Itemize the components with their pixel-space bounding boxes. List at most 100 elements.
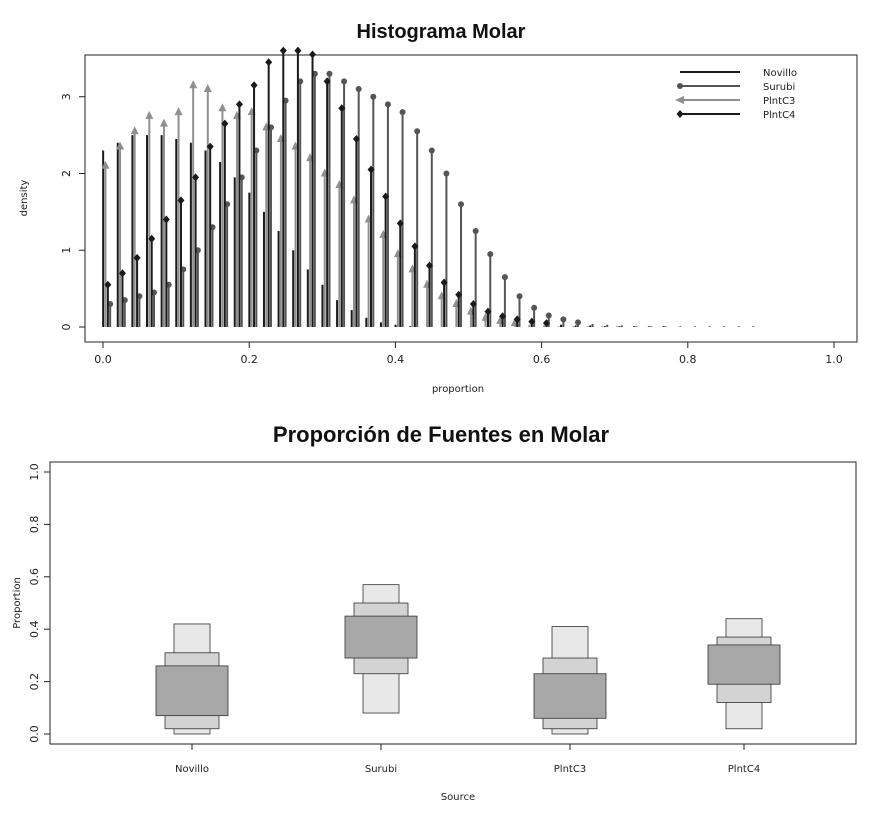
legend-label: Surubi	[763, 82, 795, 93]
plntc4-marker	[221, 119, 229, 128]
plntc3-marker	[145, 110, 154, 119]
histogram-y-axis: 0 1 2 3	[60, 93, 86, 331]
plntc4-marker	[396, 219, 404, 228]
y-tick-label: 3	[60, 93, 73, 100]
plntc3-marker	[116, 141, 125, 150]
y-tick-label: 2	[60, 170, 73, 177]
legend-item-novillo: Novillo	[680, 68, 797, 79]
histogram-title: Histograma Molar	[357, 21, 526, 43]
boxplot-title: Proporción de Fuentes en Molar	[273, 422, 610, 447]
surubi-marker	[399, 109, 406, 116]
y-tick-label: 0.6	[28, 568, 41, 586]
surubi-marker	[472, 228, 479, 235]
y-tick-label: 0	[60, 324, 73, 331]
y-tick-label: 0.4	[28, 620, 41, 638]
surubi-marker	[428, 147, 435, 154]
boxplot-x-axis: Novillo Surubi PlntC3 PlntC4	[175, 743, 760, 775]
plntc4-marker	[528, 317, 536, 326]
plntc4-marker	[162, 215, 170, 224]
x-tick-label: 0.6	[533, 353, 551, 366]
x-tick-label: 0.2	[240, 353, 258, 366]
plntc4-marker	[294, 46, 302, 55]
y-tick-label: 0.2	[28, 673, 41, 691]
plntc4-marker	[425, 261, 433, 270]
plntc4-marker	[323, 77, 331, 86]
plntc4-marker	[455, 290, 463, 299]
plntc4-marker	[177, 196, 185, 205]
legend-item-plntc3: PlntC3	[675, 96, 795, 107]
boxplot-y-label: Proportion	[12, 577, 23, 629]
histogram-x-axis: 0.0 0.2 0.4 0.6 0.8 1.0	[94, 341, 843, 366]
plntc4-marker	[484, 307, 492, 316]
legend-marker	[676, 110, 684, 118]
plntc3-marker	[189, 80, 198, 89]
surubi-marker	[326, 70, 333, 77]
histogram-bars	[101, 46, 755, 328]
plntc3-marker	[130, 126, 139, 135]
legend-marker	[675, 96, 684, 104]
boxplot-y-axis: 0.0 0.2 0.4 0.6 0.8 1.0	[28, 463, 51, 743]
plntc4-marker	[118, 269, 126, 278]
plntc4-marker	[469, 299, 477, 308]
x-tick-label: PlntC4	[728, 764, 760, 775]
legend-item-plntc4: PlntC4	[676, 110, 795, 121]
y-tick-label: 1.0	[28, 463, 41, 481]
x-tick-label: 0.8	[679, 353, 697, 366]
inner-interval-box	[344, 615, 418, 659]
plntc4-marker	[265, 58, 273, 67]
plntc4-marker	[367, 165, 375, 174]
plntc4-marker	[148, 234, 156, 243]
inner-interval-box	[533, 673, 607, 719]
plntc4-marker	[513, 315, 521, 324]
plntc4-marker	[382, 192, 390, 201]
histogram-y-label: density	[19, 180, 30, 217]
y-tick-label: 0.8	[28, 516, 41, 534]
plntc4-marker	[133, 253, 141, 262]
surubi-marker	[545, 312, 552, 319]
surubi-marker	[341, 78, 348, 85]
surubi-marker	[443, 170, 450, 177]
histogram-plot-frame	[84, 54, 858, 343]
legend-label: Novillo	[763, 68, 797, 79]
interval-plntc4	[707, 618, 781, 730]
x-tick-label: 0.0	[94, 353, 112, 366]
surubi-marker	[560, 316, 567, 323]
plntc4-marker	[104, 280, 112, 289]
surubi-marker	[516, 293, 523, 300]
surubi-marker	[574, 319, 581, 326]
histogram-chart: Histograma Molar 0.0 0.2 0.4 0.6 0.8 1.0 0 1 2 3…	[19, 21, 858, 395]
inner-interval-box	[707, 644, 781, 685]
plntc4-marker	[338, 104, 346, 113]
plntc4-marker	[499, 312, 507, 321]
plntc4-marker	[192, 173, 200, 182]
series-plntc4	[104, 46, 665, 328]
boxplot-x-label: Source	[441, 792, 475, 803]
surubi-marker	[355, 86, 362, 93]
legend-label: PlntC3	[763, 96, 795, 107]
plntc4-marker	[411, 242, 419, 251]
surubi-marker	[531, 304, 538, 311]
interval-surubi	[344, 584, 418, 714]
legend-item-surubi: Surubi	[677, 82, 795, 93]
histogram-x-label: proportion	[432, 384, 484, 395]
y-tick-label: 0.0	[28, 725, 41, 743]
legend-marker	[677, 83, 683, 89]
boxplot-chart: Proporción de Fuentes en Molar Novillo Su…	[12, 422, 857, 803]
plntc3-marker	[218, 103, 227, 112]
plntc4-marker	[542, 319, 550, 328]
plntc4-marker	[250, 81, 258, 90]
plntc4-marker	[309, 50, 317, 59]
series-novillo	[102, 135, 412, 327]
plntc3-marker	[101, 160, 110, 169]
interval-novillo	[155, 623, 229, 735]
interval-plntc3	[533, 626, 607, 735]
plntc4-marker	[440, 278, 448, 287]
legend-label: PlntC4	[763, 110, 795, 121]
x-tick-label: 0.4	[387, 353, 405, 366]
y-tick-label: 1	[60, 247, 73, 254]
histogram-legend: Novillo Surubi PlntC3 PlntC4	[675, 68, 797, 121]
x-tick-label: 1.0	[825, 353, 843, 366]
series-surubi	[107, 70, 755, 327]
x-tick-label: PlntC3	[554, 764, 586, 775]
